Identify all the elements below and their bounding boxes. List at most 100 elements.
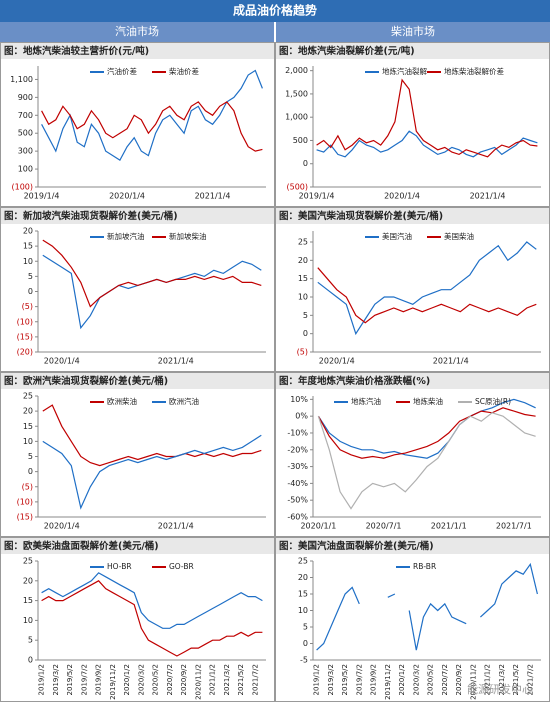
y-tick-label: -60% xyxy=(287,513,308,522)
x-tick-label: 2021/7/1 xyxy=(496,522,532,531)
panel-title-bar xyxy=(276,373,549,389)
y-tick-label: 15 xyxy=(23,596,33,605)
x-tick-label: 2019/3/2 xyxy=(52,664,60,695)
y-tick-label: 10 xyxy=(23,437,33,446)
y-tick-label: 10% xyxy=(290,395,308,404)
series-line xyxy=(316,562,538,651)
y-tick-label: 0 xyxy=(303,329,308,338)
panel-title: 图：新加坡汽柴油现货裂解价差(美元/桶) xyxy=(4,210,178,222)
x-tick-label: 2020/3/2 xyxy=(137,664,145,695)
y-tick-label: -5 xyxy=(300,656,308,665)
y-tick-label: -10% xyxy=(287,428,308,437)
y-tick-label: 0 xyxy=(28,656,33,665)
x-tick-label: 2019/1/2 xyxy=(38,664,46,695)
panel-title-bar xyxy=(1,538,274,554)
legend-label: RB-BR xyxy=(413,562,436,571)
y-tick-label: 500 xyxy=(18,129,33,138)
x-tick-label: 2021/3/2 xyxy=(498,664,506,695)
series-line xyxy=(42,254,262,330)
header-bar xyxy=(0,0,550,22)
legend-label: 地炼汽油裂解 xyxy=(382,66,427,76)
panel-title: 图：地炼汽柴油较主营折价(元/吨) xyxy=(4,45,149,57)
y-tick-label: 5 xyxy=(28,272,33,281)
panel-title: 图：地炼汽柴油裂解价差(元/吨) xyxy=(279,45,415,57)
x-tick-label: 2020/9/2 xyxy=(180,664,188,695)
y-tick-label: 20 xyxy=(23,576,33,585)
x-tick-label: 2021/5/2 xyxy=(237,664,245,695)
x-tick-label: 2020/1/1 xyxy=(300,522,336,531)
panel-border xyxy=(0,372,275,537)
x-tick-label: 2021/1/4 xyxy=(195,192,231,201)
x-tick-label: 2019/11/2 xyxy=(384,664,392,700)
legend-label: 新加坡汽油 xyxy=(107,231,145,241)
x-tick-label: 2019/5/2 xyxy=(66,664,74,695)
panel-border xyxy=(0,207,275,372)
panel-title-bar xyxy=(1,373,274,389)
y-tick-label: 25 xyxy=(298,557,308,566)
series-line xyxy=(316,130,538,158)
y-tick-label: -30% xyxy=(287,462,308,471)
series-line xyxy=(42,404,262,467)
x-tick-label: 2019/1/2 xyxy=(313,664,321,695)
legend-label: 美国柴油 xyxy=(444,231,474,241)
y-tick-label: 300 xyxy=(18,147,33,156)
legend-label: 欧洲汽油 xyxy=(169,396,199,406)
legend-label: 新加坡柴油 xyxy=(169,231,207,241)
x-tick-label: 2021/7/2 xyxy=(526,664,534,695)
x-tick-label: 2019/7/2 xyxy=(355,664,363,695)
x-tick-label: 2019/7/2 xyxy=(80,664,88,695)
y-tick-label: 900 xyxy=(18,93,33,102)
x-tick-label: 2019/11/2 xyxy=(109,664,117,700)
y-tick-label: 10 xyxy=(23,257,33,266)
y-tick-label: (5) xyxy=(297,348,308,357)
left-header: 汽油市场 xyxy=(115,24,159,38)
x-tick-label: 2020/5/2 xyxy=(427,664,435,695)
y-tick-label: 10 xyxy=(23,616,33,625)
right-header: 柴油市场 xyxy=(391,24,435,38)
legend-label: GO-BR xyxy=(169,562,194,571)
panel-title-bar xyxy=(276,538,549,554)
x-tick-label: 2019/1/4 xyxy=(299,192,335,201)
y-tick-label: 100 xyxy=(18,165,33,174)
x-tick-label: 2021/7/2 xyxy=(251,664,259,695)
y-tick-label: 1,100 xyxy=(10,75,33,84)
legend-label: 地炼柴油 xyxy=(413,396,443,406)
y-tick-label: -40% xyxy=(287,479,308,488)
x-tick-label: 2019/3/2 xyxy=(327,664,335,695)
page-title: 成品油价格趋势 xyxy=(233,3,317,18)
watermark: 能源研发中心 xyxy=(467,682,533,696)
y-tick-label: 15 xyxy=(23,242,33,251)
y-tick-label: 5 xyxy=(28,452,33,461)
y-tick-label: 1,500 xyxy=(285,89,308,98)
x-tick-label: 2021/3/2 xyxy=(223,664,231,695)
x-tick-label: 2021/1/4 xyxy=(433,357,469,366)
series-line xyxy=(42,239,262,308)
x-tick-label: 2020/1/2 xyxy=(123,664,131,695)
x-tick-label: 2021/1/4 xyxy=(470,192,506,201)
legend-label: 汽油价差 xyxy=(107,66,137,76)
panel-border xyxy=(0,42,275,207)
panel-title: 图：美国汽油盘面裂解价差(美元/桶) xyxy=(279,540,434,552)
y-tick-label: 700 xyxy=(18,111,33,120)
y-tick-label: 15 xyxy=(298,590,308,599)
series-line xyxy=(316,78,538,158)
y-tick-label: (15) xyxy=(17,332,33,341)
x-tick-label: 2020/1/2 xyxy=(398,664,406,695)
series-line xyxy=(41,580,263,657)
y-tick-label: 10 xyxy=(298,293,308,302)
x-tick-label: 2020/1/4 xyxy=(384,192,420,201)
legend-label: 地炼柴油裂解价差 xyxy=(444,66,504,76)
legend-label: 美国汽油 xyxy=(382,231,412,241)
x-tick-label: 2020/7/2 xyxy=(166,664,174,695)
y-tick-label: 15 xyxy=(298,274,308,283)
y-tick-label: 20 xyxy=(23,227,33,236)
x-tick-label: 2021/1/4 xyxy=(158,357,194,366)
series-line xyxy=(42,434,262,510)
y-tick-label: 2,000 xyxy=(285,66,308,75)
x-tick-label: 2021/1/4 xyxy=(158,522,194,531)
y-tick-label: 25 xyxy=(298,238,308,247)
x-tick-label: 2020/1/4 xyxy=(44,357,80,366)
panel-title: 图：美国汽柴油现货裂解价差(美元/桶) xyxy=(279,210,443,222)
y-tick-label: 20 xyxy=(298,256,308,265)
